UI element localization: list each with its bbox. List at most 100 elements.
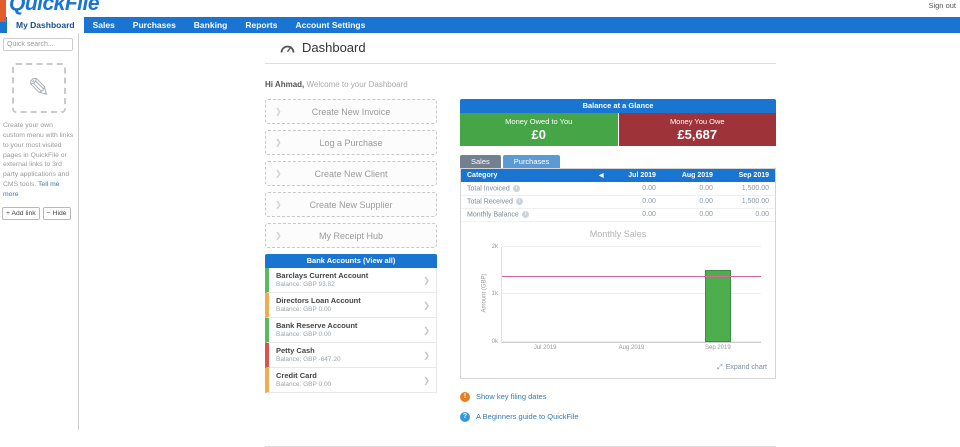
help-link-label: A Beginners guide to QuickFile	[476, 412, 579, 421]
x-tick-label: Jul 2019	[533, 344, 557, 351]
bank-account-name: Directors Loan Account	[276, 296, 361, 305]
tab-sales[interactable]: Sales	[460, 155, 501, 168]
bank-account-name: Credit Card	[276, 371, 317, 380]
bank-account-row-petty-cash[interactable]: Petty Cash Balance: GBP -647.20 ❯	[265, 343, 437, 368]
question-icon: ?	[460, 411, 470, 422]
create-new-client-button[interactable]: ❯ Create New Client	[265, 161, 437, 186]
sales-purchases-tabs: Sales Purchases	[460, 155, 776, 168]
monthly-sales-chart: Amount (GBP) 0k 1k 2k Jul 2019 Aug 2019 Sep 2…	[482, 241, 761, 359]
greeting-rest: Welcome to your Dashboard	[304, 80, 408, 89]
chart-reference-line	[502, 276, 761, 278]
quickfile-logo[interactable]: QuickFile	[9, 0, 100, 15]
nav-sales[interactable]: Sales	[92, 20, 115, 30]
bank-account-balance: Balance: GBP -647.20	[276, 356, 341, 363]
info-icon[interactable]: i	[512, 184, 520, 192]
table-row-monthly-balance: Monthly Balance i 0.00 0.00 0.00	[461, 208, 775, 222]
chevron-right-icon: ❯	[275, 107, 282, 116]
quick-action-label: Create New Client	[314, 168, 388, 179]
money-owe-panel[interactable]: Money You Owe £5,687	[618, 113, 776, 146]
tell-me-more-link[interactable]: Tell me more	[3, 181, 60, 198]
chevron-right-icon: ❯	[275, 231, 282, 240]
bank-account-row-credit-card[interactable]: Credit Card Balance: GBP 0.00 ❯	[265, 368, 437, 393]
cell-value: 0.00	[609, 208, 662, 222]
bank-account-name: Barclays Current Account	[276, 271, 369, 280]
sidebar: ✎ Create your own custom menu with links…	[0, 33, 79, 430]
greeting-name: Hi Ahmad,	[265, 80, 305, 89]
bank-account-row-bank-reserve[interactable]: Bank Reserve Account Balance: GBP 0.00 ❯	[265, 318, 437, 343]
cell-value: 1,500.00	[718, 195, 775, 209]
page-title-row: Dashboard	[265, 40, 776, 55]
sidebar-description: Create your own custom menu with links t…	[0, 121, 78, 200]
cell-value: 0.00	[661, 195, 719, 209]
hide-button[interactable]: − Hide	[42, 206, 71, 220]
expand-icon: ⤢	[717, 363, 723, 371]
expand-chart-link[interactable]: ⤢ Expand chart	[461, 359, 775, 378]
column-header-month: Sep 2019	[718, 169, 775, 182]
money-owe-label: Money You Owe	[669, 117, 725, 126]
quick-action-label: Log a Purchase	[319, 137, 383, 148]
table-row-total-received: Total Received i 0.00 0.00 1,500.00	[461, 195, 775, 209]
help-links: ! Show key filing dates ? A Beginners gu…	[460, 391, 776, 422]
gridline	[502, 293, 761, 294]
y-tick-label: 0k	[491, 338, 498, 345]
monthly-summary-table: Category ◀ Jul 2019 Aug 2019 Sep 2019 To…	[461, 169, 775, 222]
top-bar: QuickFile	[0, 0, 960, 17]
help-link-label: Show key filing dates	[476, 392, 547, 401]
key-filing-dates-link[interactable]: ! Show key filing dates	[460, 391, 776, 402]
bank-account-row-barclays[interactable]: Barclays Current Account Balance: GBP 93…	[265, 268, 437, 293]
chevron-right-icon: ❯	[423, 326, 430, 335]
tab-purchases[interactable]: Purchases	[502, 155, 561, 168]
row-label: Total Invoiced	[467, 184, 510, 192]
cell-value: 0.00	[609, 182, 662, 196]
y-tick-label: 2k	[491, 243, 498, 250]
money-owe-value: £5,687	[677, 127, 718, 142]
add-link-button[interactable]: + Add link	[2, 206, 40, 220]
gridline	[502, 340, 761, 342]
bank-account-balance: Balance: GBP 0.00	[276, 331, 332, 338]
column-header-category: Category	[461, 169, 593, 182]
quick-search-input[interactable]	[3, 38, 73, 51]
bank-account-balance: Balance: GBP 93.82	[276, 281, 335, 288]
create-new-invoice-button[interactable]: ❯ Create New Invoice	[265, 99, 437, 124]
info-icon[interactable]: i	[515, 197, 523, 205]
my-receipt-hub-button[interactable]: ❯ My Receipt Hub	[265, 223, 437, 248]
bank-account-name: Bank Reserve Account	[276, 321, 358, 330]
chart-title: Monthly Sales	[589, 228, 647, 239]
column-header-month: Jul 2019	[609, 169, 662, 182]
chevron-right-icon: ❯	[423, 276, 430, 285]
beginners-guide-link[interactable]: ? A Beginners guide to QuickFile	[460, 411, 776, 422]
bank-accounts-header[interactable]: Bank Accounts (View all)	[265, 254, 437, 268]
nav-account-settings[interactable]: Account Settings	[295, 20, 366, 30]
quick-action-label: Create New Supplier	[309, 199, 393, 210]
nav-my-dashboard[interactable]: My Dashboard	[7, 17, 84, 33]
chevron-right-icon: ❯	[275, 169, 282, 178]
bank-account-row-directors-loan[interactable]: Directors Loan Account Balance: GBP 0.00…	[265, 293, 437, 318]
log-a-purchase-button[interactable]: ❯ Log a Purchase	[265, 130, 437, 155]
sidebar-buttons: + Add link − Hide	[0, 200, 78, 227]
page-title: Dashboard	[302, 40, 366, 55]
scroll-months-left-button[interactable]: ◀	[592, 169, 610, 182]
money-owed-value: £0	[531, 127, 546, 142]
chevron-right-icon: ❯	[423, 351, 430, 360]
column-header-month: Aug 2019	[661, 169, 719, 182]
nav-banking[interactable]: Banking	[193, 20, 228, 30]
nav-purchases[interactable]: Purchases	[132, 20, 176, 30]
custom-menu-dropzone[interactable]: ✎	[12, 63, 66, 113]
money-owed-panel[interactable]: Money Owed to You £0	[460, 113, 618, 146]
info-icon[interactable]: i	[521, 210, 529, 218]
create-new-supplier-button[interactable]: ❯ Create New Supplier	[265, 192, 437, 217]
bank-account-balance: Balance: GBP 0.00	[276, 381, 332, 388]
bottom-divider	[265, 445, 776, 447]
x-tick-label: Aug 2019	[618, 344, 645, 351]
chart-plot-area: 0k 1k 2k Jul 2019 Aug 2019 Sep 2019	[492, 244, 761, 351]
balance-column: Balance at a Glance Money Owed to You £0…	[460, 99, 776, 432]
x-tick-label: Sep 2019	[704, 344, 731, 351]
nav-reports[interactable]: Reports	[245, 20, 278, 30]
greeting: Hi Ahmad, Welcome to your Dashboard	[265, 80, 776, 89]
chart-bar	[704, 270, 731, 342]
sign-out-link[interactable]: Sign out	[928, 1, 956, 10]
sales-summary-panel: Category ◀ Jul 2019 Aug 2019 Sep 2019 To…	[460, 168, 776, 379]
money-owed-label: Money Owed to You	[505, 117, 573, 126]
cell-value: 0.00	[718, 208, 775, 222]
balance-at-a-glance-header: Balance at a Glance	[460, 99, 776, 113]
